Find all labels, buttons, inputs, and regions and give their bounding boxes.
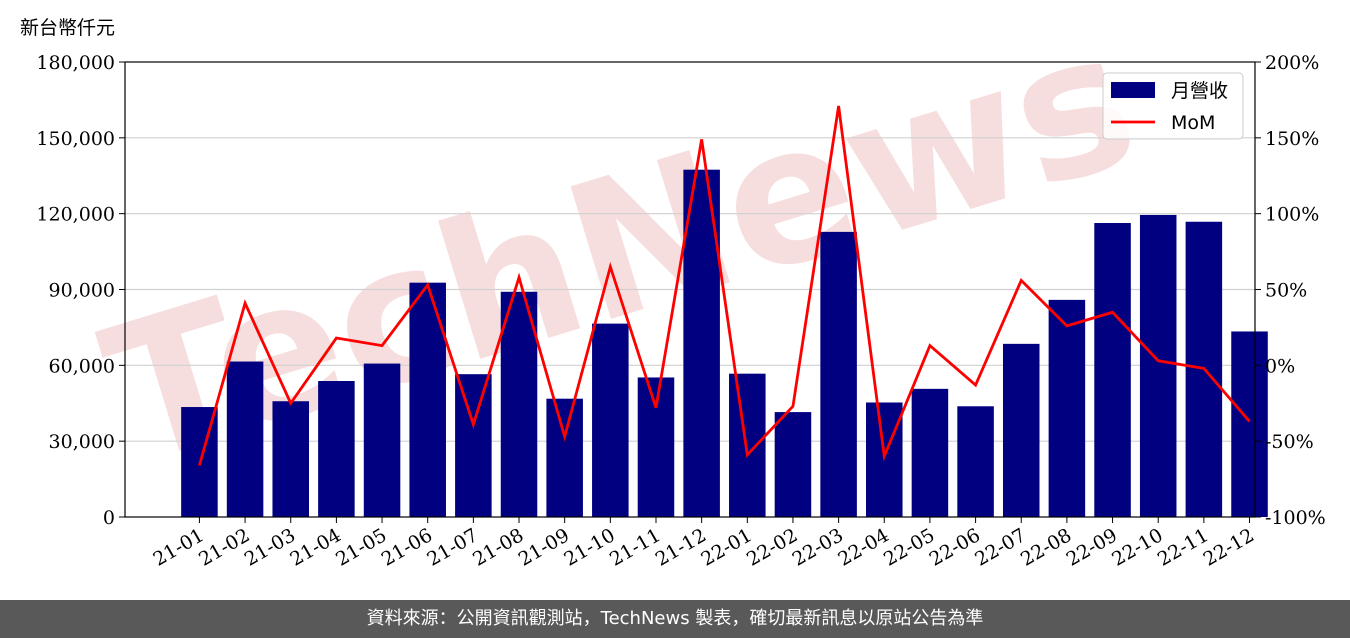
left-tick-label: 60,000 (49, 355, 115, 377)
x-tick-label: 21-12 (652, 524, 710, 570)
mom-line (198, 105, 1251, 466)
bar (1002, 343, 1040, 517)
x-tick-label: 22-12 (1200, 524, 1258, 570)
bar (546, 398, 583, 517)
bar-series (181, 169, 1268, 518)
bar (455, 374, 492, 517)
x-tick-label: 22-10 (1108, 524, 1166, 570)
legend-bar-swatch (1111, 82, 1155, 98)
bar (272, 401, 309, 517)
bar (820, 231, 857, 517)
bar (957, 406, 994, 517)
bar (1048, 299, 1086, 517)
left-tick-label: 30,000 (49, 431, 115, 453)
plot-frame (124, 61, 1256, 518)
right-tick-label: -100% (1265, 507, 1326, 529)
x-tick-label: 21-11 (606, 524, 664, 570)
left-tick-label: 90,000 (49, 280, 115, 302)
legend-line-label: MoM (1171, 112, 1215, 134)
right-tick-label: 0% (1265, 355, 1295, 377)
bar (911, 388, 949, 517)
right-tick-label: 200% (1265, 52, 1319, 74)
x-tick-label: 21-02 (195, 524, 253, 570)
bar (1139, 214, 1177, 518)
x-tick-label: 22-05 (880, 524, 938, 570)
x-tick-label: 22-07 (971, 524, 1029, 570)
x-tick-label: 21-04 (286, 524, 344, 570)
x-tick-label: 21-10 (560, 524, 618, 570)
mom-series (198, 105, 1251, 466)
x-tick-label: 22-04 (834, 524, 892, 570)
x-tick-label: 21-09 (515, 524, 573, 570)
bar (592, 323, 629, 517)
bar (318, 381, 355, 517)
x-tick-label: 22-08 (1017, 524, 1075, 570)
legend-bar-label: 月營收 (1171, 80, 1228, 102)
left-tick-label: 180,000 (36, 52, 115, 74)
bar (363, 363, 401, 517)
bar (774, 412, 812, 517)
left-tick-label: 150,000 (36, 128, 115, 150)
x-tick-label: 21-07 (423, 524, 481, 570)
revenue-chart: TechNews 新台幣仟元 0 -100%30,000 -50%60,000 0%9… (20, 0, 1326, 571)
x-tick-label: 21-06 (378, 524, 436, 570)
x-tick-label: 22-11 (1154, 524, 1212, 570)
right-tick-label: -50% (1265, 431, 1314, 453)
left-tick-label: 120,000 (36, 204, 115, 226)
right-tick-label: 100% (1265, 204, 1319, 226)
right-tick-label: 150% (1265, 128, 1319, 150)
x-tick-label: 21-05 (332, 524, 390, 570)
x-tick-label: 22-01 (697, 524, 755, 570)
bar (1094, 223, 1131, 517)
right-tick-label: 50% (1265, 280, 1307, 302)
x-tick-label: 22-02 (743, 524, 801, 570)
x-tick-label: 21-03 (241, 524, 299, 570)
bar (1231, 331, 1268, 517)
x-tick-label: 21-01 (149, 524, 207, 570)
bar (409, 282, 446, 517)
unit-label: 新台幣仟元 (20, 17, 115, 39)
bar (500, 291, 538, 517)
x-tick-label: 22-03 (789, 524, 847, 570)
bar (226, 361, 264, 517)
legend: 月營收 MoM (1102, 72, 1244, 140)
x-tick-label: 22-09 (1063, 524, 1121, 570)
x-tick-label: 21-08 (469, 524, 527, 570)
bar (637, 377, 675, 517)
x-tick-label: 22-06 (926, 524, 984, 570)
left-tick-label: 0 (103, 507, 115, 529)
footer-source: 資料來源：公開資訊觀測站，TechNews 製表，確切最新訊息以原站公告為準 (0, 600, 1350, 638)
